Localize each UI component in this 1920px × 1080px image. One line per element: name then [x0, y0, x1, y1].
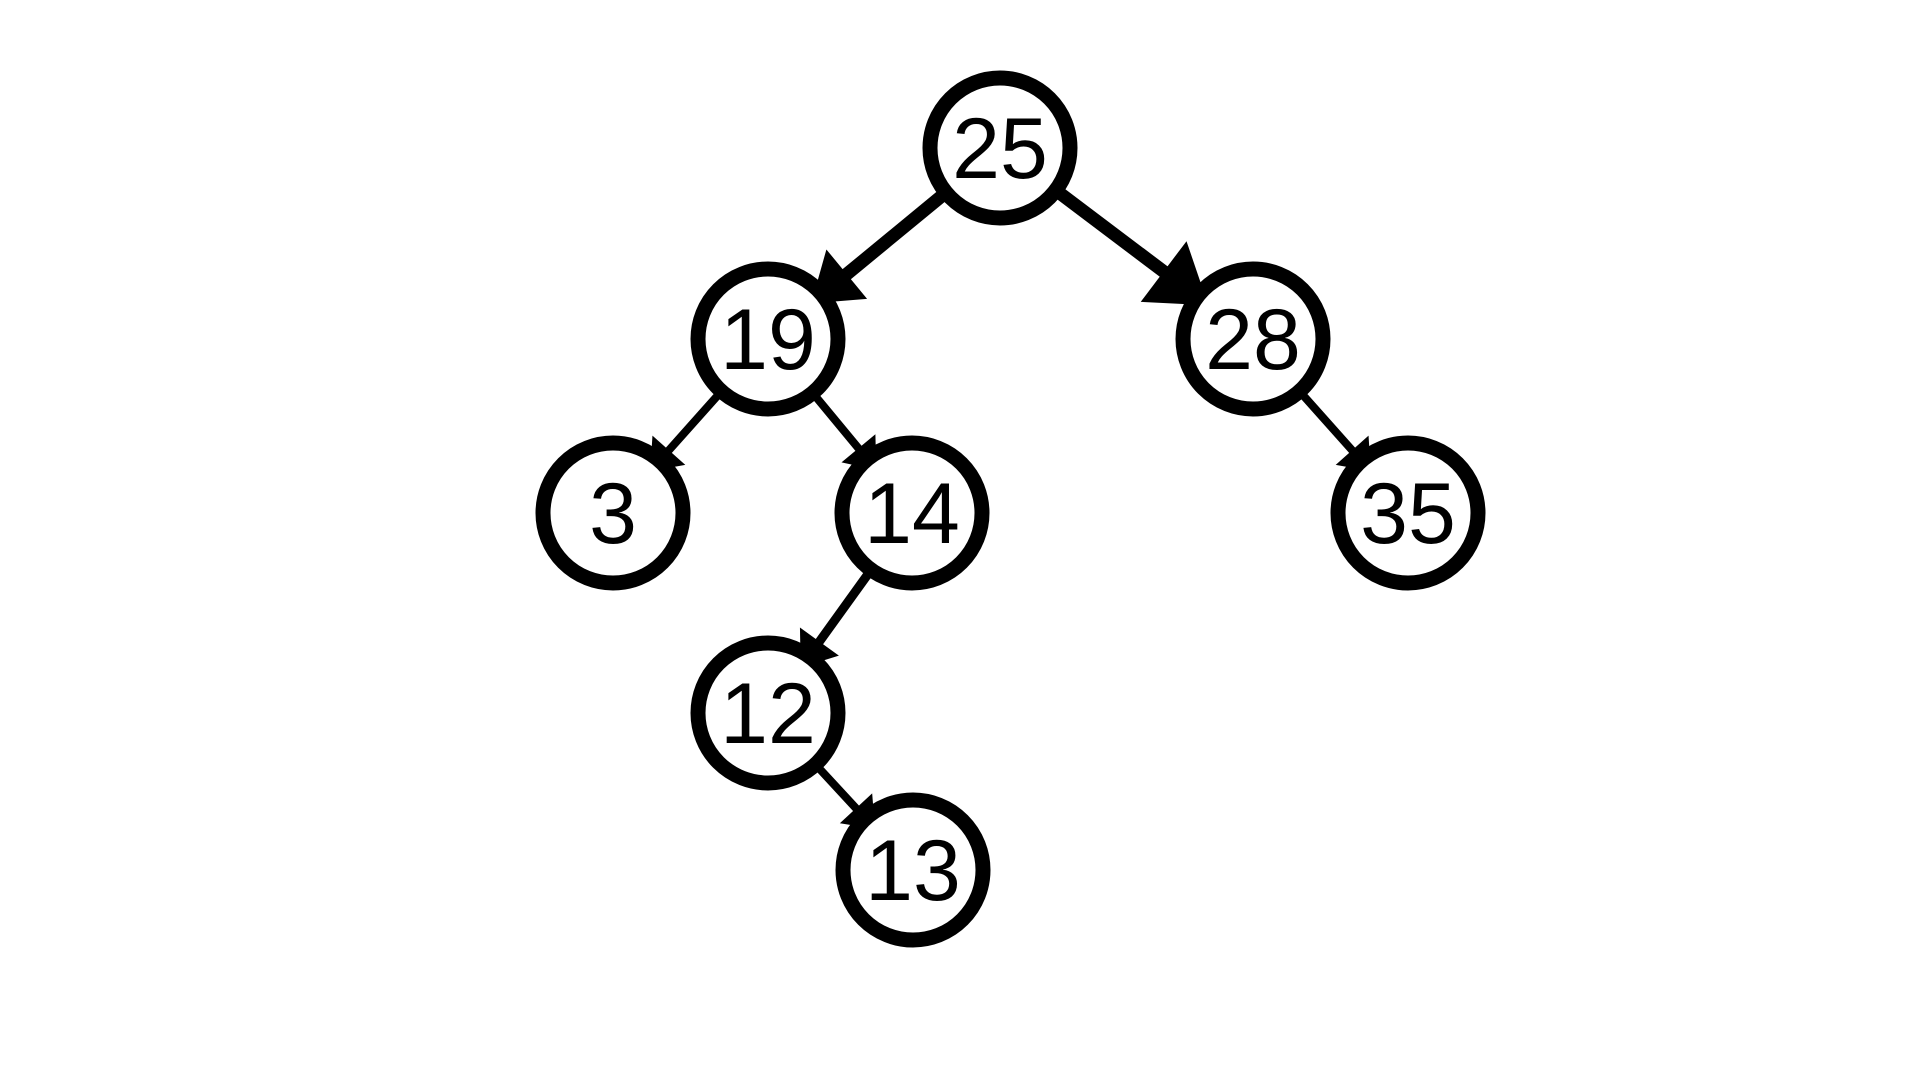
arrow-head-icon [1140, 241, 1209, 306]
node-label: 13 [865, 823, 961, 919]
node-label: 12 [720, 666, 816, 762]
node-label: 19 [720, 292, 816, 388]
edge-line [841, 184, 954, 281]
edge-line [664, 385, 728, 455]
node-label: 28 [1205, 292, 1301, 388]
node-circle [1175, 261, 1331, 417]
edge-25-to-28 [1048, 182, 1209, 306]
nodes-layer: 25 19 28 3 14 35 12 13 [535, 70, 1486, 948]
edge-line [1293, 385, 1357, 455]
tree-node-25: 25 [922, 70, 1078, 226]
tree-node-13: 13 [835, 792, 991, 948]
node-circle [922, 70, 1078, 226]
node-circle [1330, 435, 1486, 591]
node-circle [535, 435, 691, 591]
tree-node-19: 19 [690, 261, 846, 417]
node-circle [834, 435, 990, 591]
edge-line [1048, 182, 1170, 278]
tree-node-3: 3 [535, 435, 691, 591]
node-circle [690, 635, 846, 791]
edge-25-to-19 [811, 184, 954, 304]
node-label: 35 [1360, 466, 1456, 562]
tree-node-12: 12 [690, 635, 846, 791]
edge-line [806, 387, 863, 453]
tree-node-14: 14 [834, 435, 990, 591]
node-circle [835, 792, 991, 948]
node-label: 14 [864, 466, 960, 562]
node-circle [690, 261, 846, 417]
node-label: 25 [952, 101, 1048, 197]
node-label: 3 [589, 466, 637, 562]
tree-node-35: 35 [1330, 435, 1486, 591]
tree-node-28: 28 [1175, 261, 1331, 417]
edge-line [814, 563, 878, 646]
